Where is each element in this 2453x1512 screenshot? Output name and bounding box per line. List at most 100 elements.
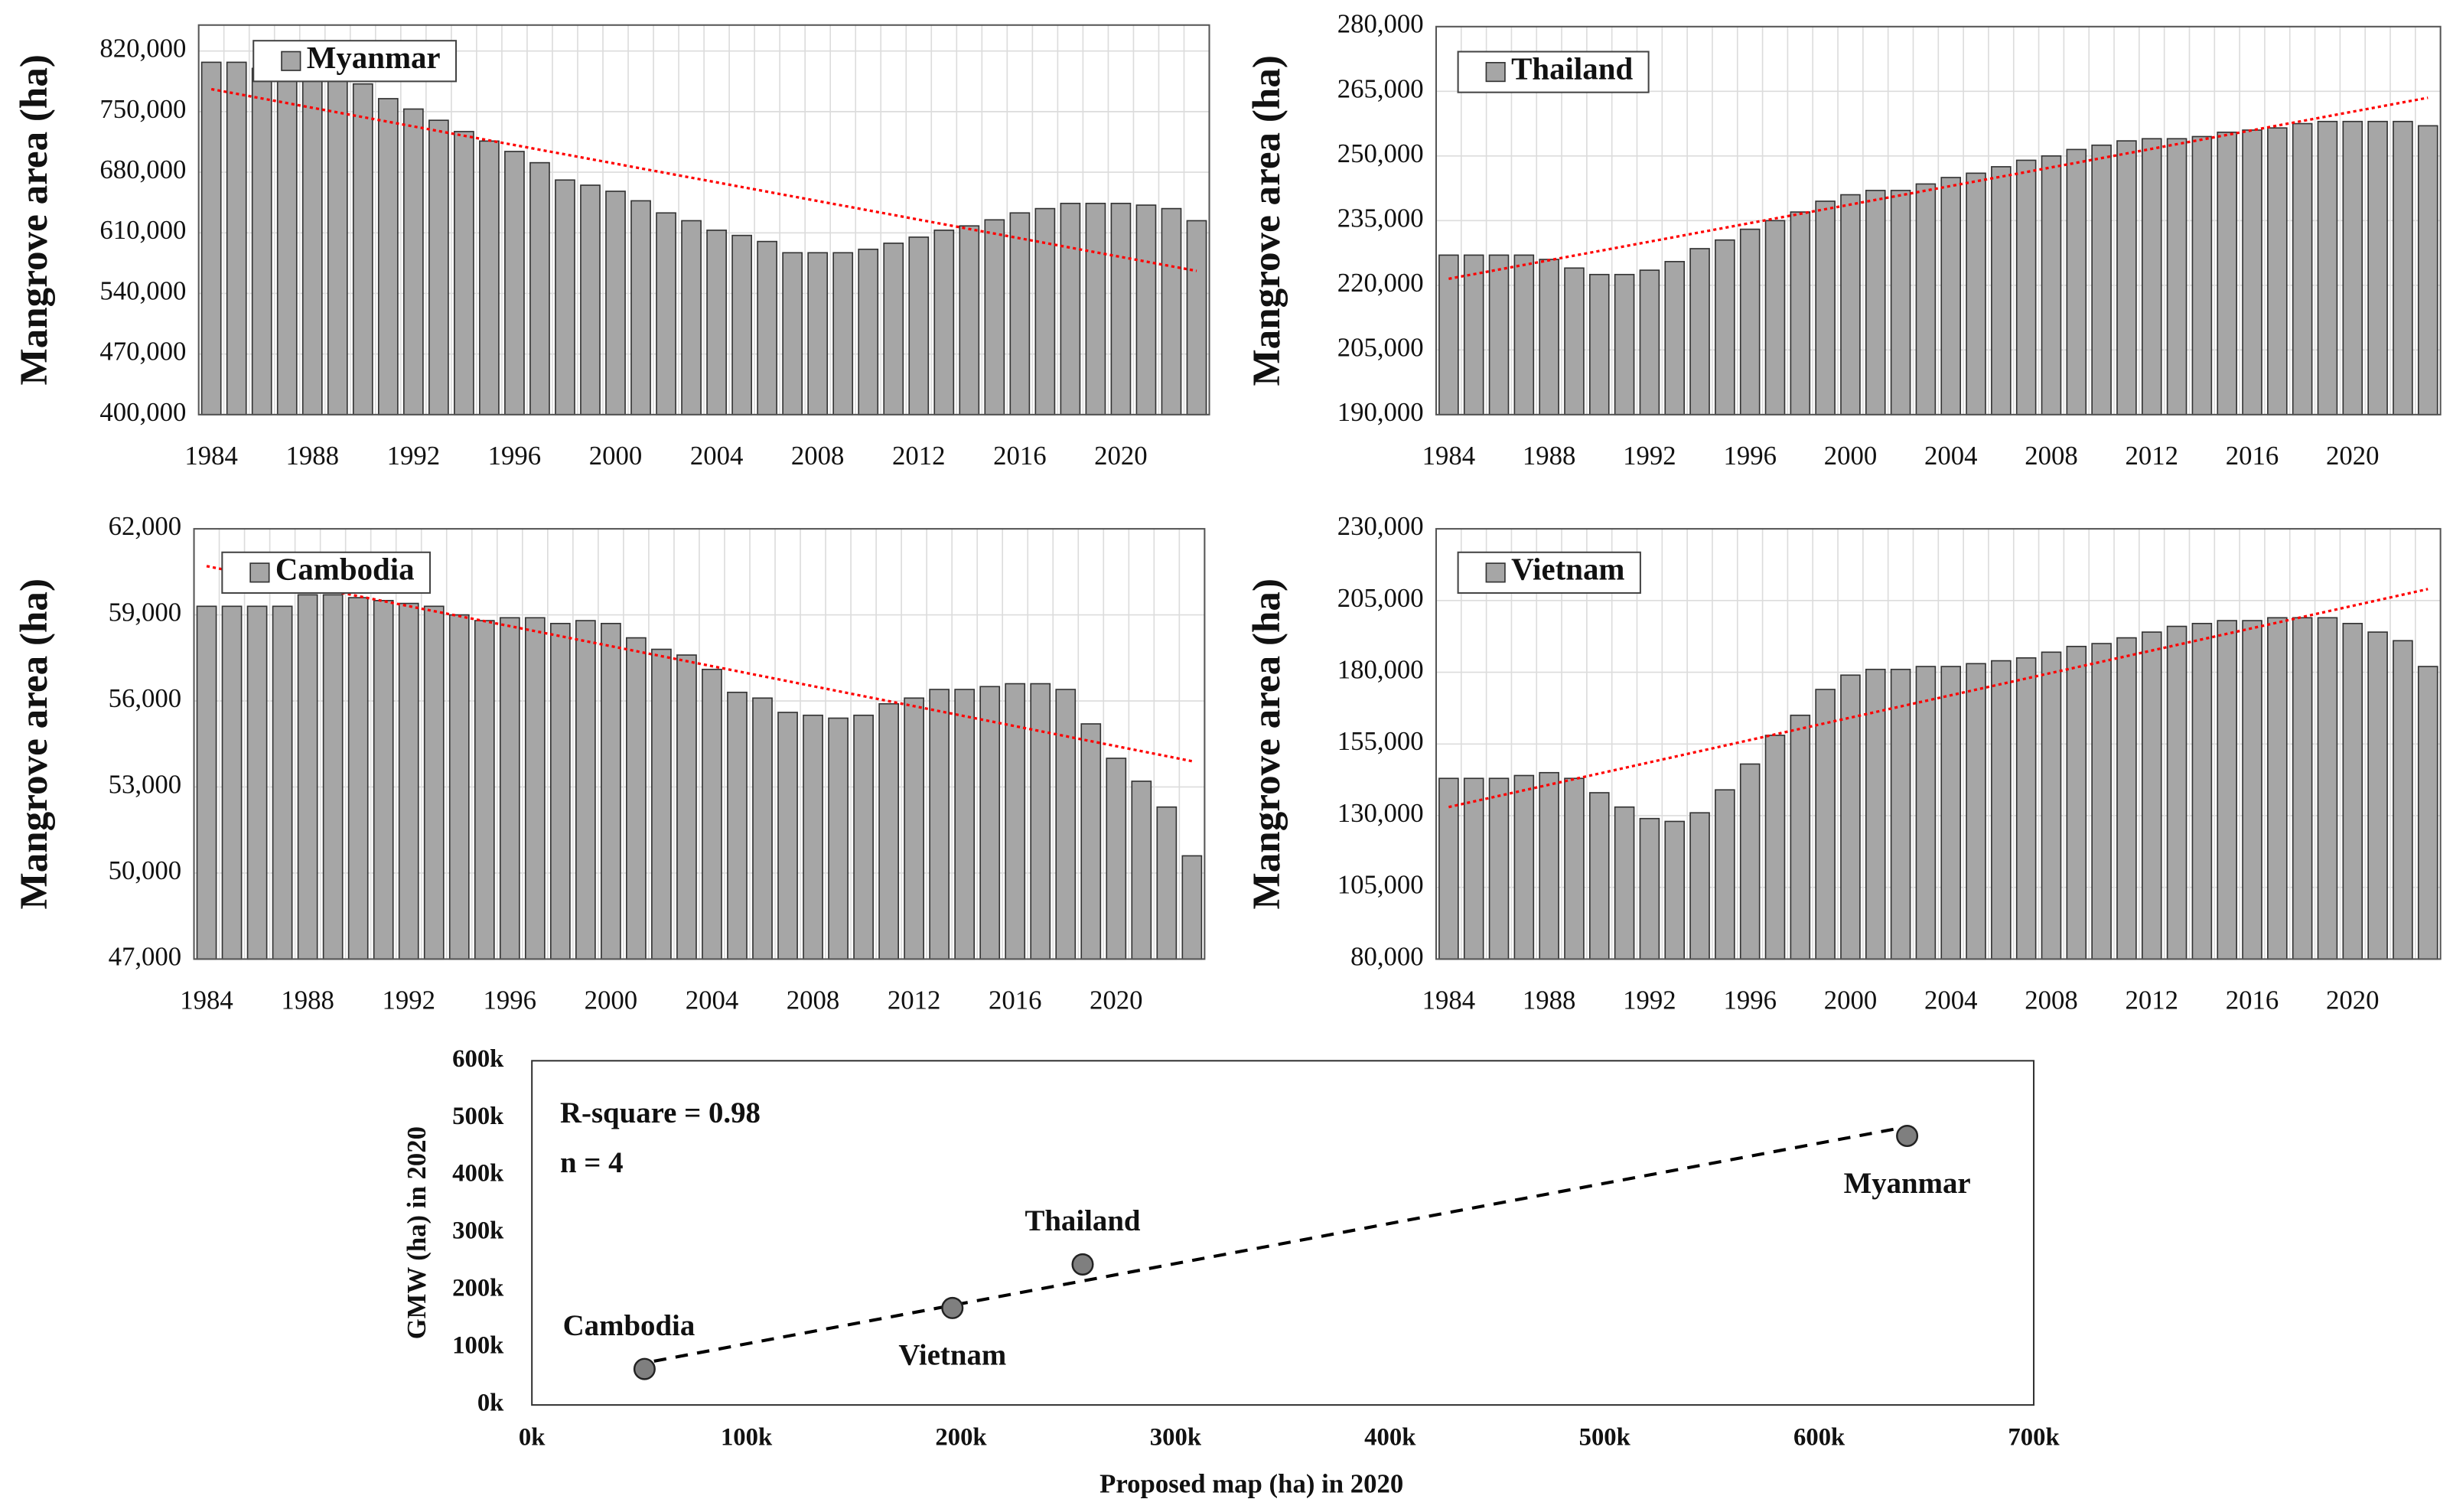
bar	[2417, 666, 2438, 960]
bar	[727, 691, 748, 960]
bar	[676, 654, 697, 960]
x-tick-label: 2016	[993, 441, 1047, 471]
x-tick-label: 2016	[989, 986, 1042, 1015]
bar	[2267, 617, 2288, 960]
bar	[2091, 144, 2112, 415]
bar	[272, 605, 293, 960]
bar	[681, 220, 702, 415]
bar	[832, 252, 854, 415]
x-tick-label: 2016	[2226, 441, 2279, 471]
annotation: R-square = 0.98	[560, 1097, 761, 1129]
y-tick-label: 190,000	[1337, 397, 1424, 427]
x-tick-label: 2000	[1824, 986, 1878, 1015]
y-tick-label: 750,000	[99, 94, 186, 124]
bar	[402, 108, 424, 415]
bar	[276, 67, 298, 415]
bar	[2066, 645, 2087, 960]
bar	[777, 712, 798, 960]
y-tick-label: 56,000	[109, 683, 182, 713]
bar	[327, 76, 348, 415]
x-tick-label: 2008	[2025, 441, 2078, 471]
bar	[626, 637, 647, 960]
x-tick-label: 2000	[585, 986, 638, 1015]
bar	[1614, 806, 1635, 960]
x-tick-label: 400k	[1364, 1424, 1416, 1452]
x-tick-label: 2000	[589, 441, 643, 471]
bar	[1564, 267, 1585, 415]
point	[1896, 1124, 1919, 1148]
bar	[1840, 194, 1861, 415]
y-tick-label: 180,000	[1337, 655, 1424, 685]
y-tick-label: 610,000	[99, 215, 186, 245]
bar	[1790, 211, 1811, 415]
y-tick-label: 80,000	[1350, 941, 1424, 971]
x-tick-label: 2020	[2326, 441, 2380, 471]
legend-swatch	[281, 51, 301, 71]
bar	[1080, 723, 1102, 960]
bar	[803, 714, 823, 960]
x-tick-label: 2008	[2025, 986, 2078, 1015]
bar	[1966, 172, 1986, 415]
bar	[2393, 640, 2413, 960]
x-tick-label: 2012	[888, 986, 941, 1015]
bar	[1890, 668, 1911, 960]
bar	[200, 61, 222, 415]
bar	[954, 689, 976, 960]
legend-label: Myanmar	[307, 41, 441, 75]
bar	[979, 686, 1001, 960]
bar	[2367, 120, 2388, 415]
bar	[1110, 202, 1132, 415]
x-tick-label: 1996	[488, 441, 542, 471]
bar	[1539, 259, 1559, 415]
bar	[2292, 617, 2313, 960]
legend-label: Vietnam	[1511, 552, 1624, 587]
y-tick-label: 59,000	[109, 598, 182, 627]
bar	[828, 717, 849, 960]
y-tick-label: 540,000	[99, 275, 186, 305]
x-tick-label: 1984	[1422, 441, 1476, 471]
bar	[1991, 166, 2012, 415]
point	[633, 1357, 656, 1380]
bar	[752, 697, 773, 960]
legend-swatch	[1485, 61, 1506, 83]
bar	[1539, 771, 1559, 960]
bar	[1030, 683, 1051, 960]
bar	[2141, 138, 2162, 415]
bar	[2217, 620, 2237, 960]
x-axis-label: Proposed map (ha) in 2020	[1099, 1468, 1403, 1498]
bar	[2242, 129, 2262, 415]
bar	[2242, 620, 2262, 960]
bar	[1739, 228, 1761, 415]
x-tick-label: 2020	[1090, 986, 1143, 1015]
x-tick-label: 0k	[519, 1424, 546, 1452]
x-tick-label: 2004	[686, 986, 739, 1015]
bar	[428, 119, 449, 415]
x-tick-label: 1984	[1422, 986, 1476, 1015]
bar	[1639, 817, 1660, 960]
bar	[575, 620, 596, 960]
y-tick-label: 235,000	[1337, 203, 1424, 233]
y-axis-label: GMW (ha) in 2020	[402, 1126, 432, 1339]
x-tick-label: 1992	[1623, 986, 1676, 1015]
bar	[1589, 273, 1610, 415]
x-tick-label: 600k	[1793, 1424, 1845, 1452]
bar	[782, 252, 803, 415]
bar	[2393, 120, 2413, 415]
bar	[1589, 792, 1610, 960]
bar	[2367, 631, 2388, 960]
bar	[1639, 269, 1660, 415]
bar	[1106, 758, 1127, 960]
bar	[2317, 120, 2338, 415]
bar	[2191, 135, 2213, 415]
bar	[1890, 190, 1911, 415]
bar	[601, 623, 621, 960]
bar	[853, 714, 874, 960]
bar	[1991, 660, 2012, 960]
x-tick-label: 2008	[787, 986, 840, 1015]
y-tick-label: 680,000	[99, 155, 186, 184]
bar	[2141, 631, 2162, 960]
bar	[1513, 774, 1535, 960]
bar	[2015, 657, 2037, 960]
bar	[322, 594, 344, 960]
bar	[731, 234, 752, 415]
